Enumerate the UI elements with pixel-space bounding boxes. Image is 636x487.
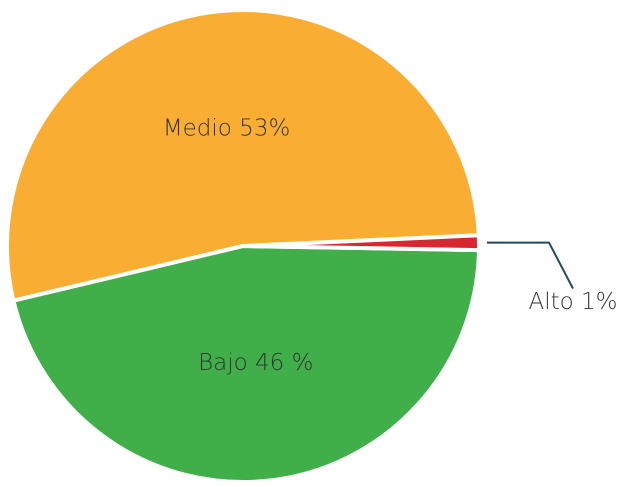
pie-slice [5,8,481,303]
slice-label: Medio 53% [163,116,291,142]
slice-label: Bajo 46 % [198,350,313,376]
pie-slice [11,244,481,484]
leader-line [486,241,574,290]
pie-slice [241,233,481,253]
slice-label: Alto 1% [528,289,617,315]
